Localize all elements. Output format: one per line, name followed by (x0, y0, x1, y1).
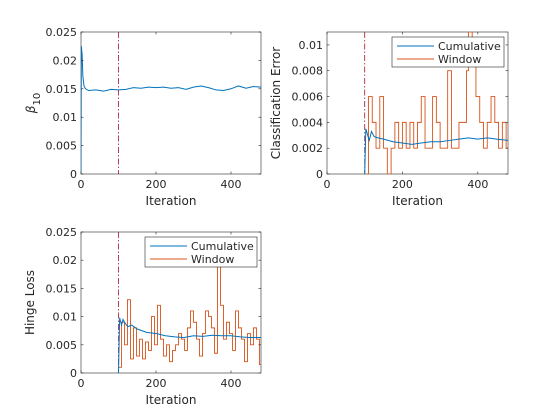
plot-area (81, 32, 261, 174)
plot-area (364, 32, 508, 174)
axes-box (80, 31, 262, 175)
y-tick-label: 0.002 (292, 142, 324, 155)
x-tick-label: 0 (78, 377, 85, 390)
y-tick-label: 0.015 (46, 282, 78, 295)
series-window-line (364, 32, 508, 174)
legend-label-cumulative: Cumulative (438, 40, 501, 53)
series-cumulative-line (364, 128, 508, 174)
y-tick-label: 0.025 (46, 26, 78, 39)
x-tick-label: 200 (392, 178, 413, 191)
x-tick-label: 400 (221, 377, 242, 390)
subplot-classification: 0 200 400 0 0.002 0.004 0.006 0.008 0.01 Iteratio… (269, 31, 509, 208)
series-window-line (118, 265, 261, 368)
y-tick-label: 0 (316, 168, 323, 181)
x-tick-label: 0 (324, 178, 331, 191)
x-tick-label: 200 (146, 377, 167, 390)
x-tick-label: 400 (221, 178, 242, 191)
subplot-hinge: 0 200 400 0 0.005 0.01 0.015 0.02 0.025 Iteration… (23, 226, 262, 407)
y-tick-label: 0.01 (53, 111, 78, 124)
x-tick-label: 0 (78, 178, 85, 191)
x-axis-label: Iteration (146, 393, 197, 407)
y-tick-label: 0.01 (299, 39, 324, 52)
y-tick-label: 0.015 (46, 83, 78, 96)
y-axis-label-subscript: 10 (32, 93, 43, 106)
legend-box (144, 236, 258, 268)
y-tick-label: 0.025 (46, 226, 78, 239)
y-tick-label: 0.005 (46, 339, 78, 352)
y-tick-label: 0 (70, 168, 77, 181)
y-tick-label: 0.02 (53, 54, 78, 67)
y-axis-label: Classification Error (269, 47, 283, 160)
y-axis-label-symbol: β (24, 105, 38, 114)
x-axis-label: Iteration (146, 194, 197, 208)
y-axis-label: β10 (24, 93, 43, 114)
legend-label-cumulative: Cumulative (191, 240, 254, 253)
legend-box (391, 36, 505, 68)
subplot-beta: 0 200 400 0 0.005 0.01 0.015 0.02 0.025 Iteration… (24, 26, 262, 208)
y-tick-label: 0 (70, 367, 77, 380)
series-cumulative-line (81, 46, 261, 174)
y-tick-label: 0.006 (292, 91, 324, 104)
y-tick-label: 0.02 (53, 254, 78, 267)
x-tick-label: 200 (146, 178, 167, 191)
y-axis-label: Hinge Loss (23, 270, 37, 335)
y-tick-label: 0.01 (53, 311, 78, 324)
plot-area (118, 232, 261, 373)
legend-label-window: Window (438, 53, 481, 66)
y-tick-label: 0.004 (292, 116, 324, 129)
y-tick-label: 0.008 (292, 65, 324, 78)
y-tick-label: 0.005 (46, 140, 78, 153)
series-cumulative-line (118, 317, 261, 373)
x-tick-label: 400 (467, 178, 488, 191)
legend-label-window: Window (191, 253, 234, 266)
x-axis-label: Iteration (392, 194, 443, 208)
